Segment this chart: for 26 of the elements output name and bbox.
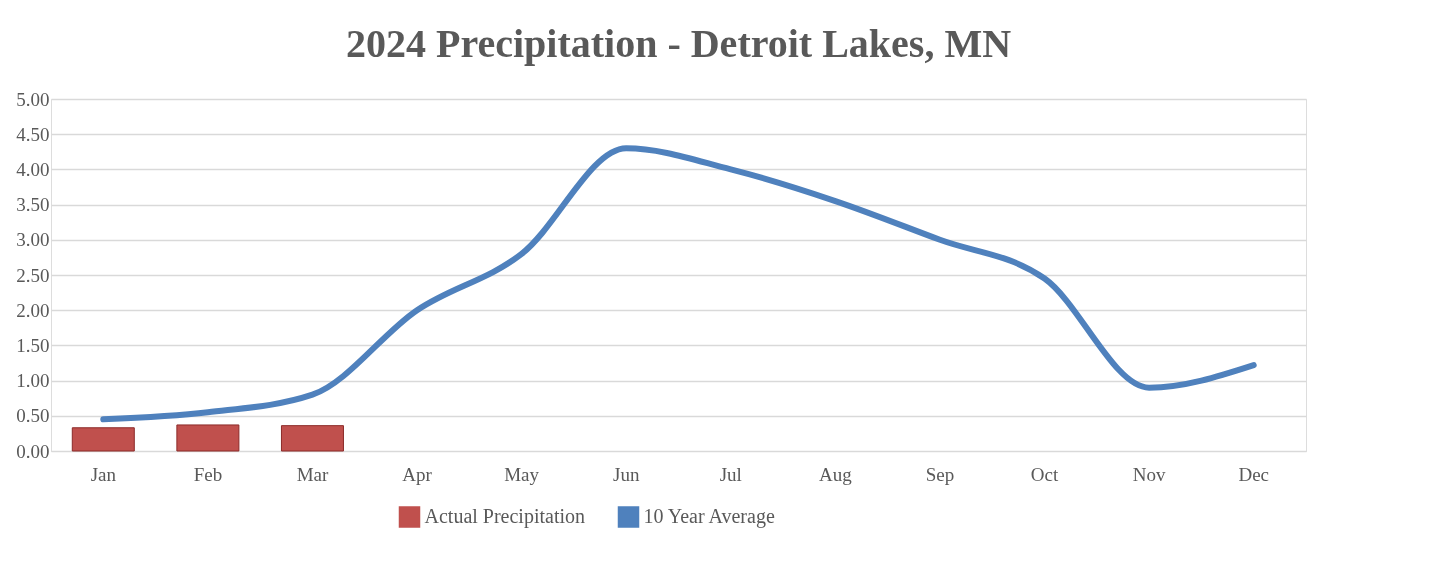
x-tick-label: Nov [1132, 463, 1166, 485]
x-tick-label: Sep [925, 463, 955, 485]
x-tick-label: Jul [719, 463, 742, 485]
x-tick-label: Dec [1238, 463, 1270, 485]
y-tick-label: 3.00 [16, 229, 50, 251]
y-tick-label: 4.50 [16, 123, 50, 145]
x-tick-label: Jan [90, 463, 117, 485]
x-tick-label: Apr [402, 463, 433, 485]
y-tick-label: 0.00 [16, 440, 50, 462]
x-tick-label: Feb [193, 463, 223, 485]
y-tick-label: 5.00 [16, 88, 50, 110]
y-tick-label: 0.50 [16, 405, 50, 427]
x-tick-label: May [504, 463, 540, 485]
y-tick-label: 2.00 [16, 299, 50, 321]
y-tick-label: 1.50 [16, 334, 50, 356]
chart-title: 2024 Precipitation - Detroit Lakes, MN [345, 21, 1012, 66]
y-tick-label: 2.50 [16, 264, 50, 286]
y-tick-label: 1.00 [16, 370, 50, 392]
legend-label: 10 Year Average [643, 505, 775, 528]
x-tick-label: Oct [1030, 463, 1059, 485]
x-tick-label: Jun [613, 463, 640, 485]
x-tick-label: Aug [819, 463, 853, 485]
y-tick-label: 3.50 [16, 194, 50, 216]
y-tick-label: 4.00 [16, 158, 50, 180]
x-tick-label: Mar [296, 463, 329, 485]
legend-label: Actual Precipitation [424, 505, 586, 528]
